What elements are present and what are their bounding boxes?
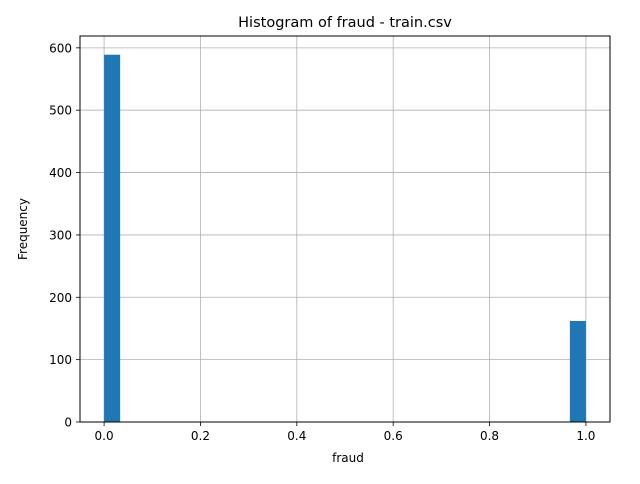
x-tick-label: 0.8: [480, 429, 499, 443]
chart-title: Histogram of fraud - train.csv: [238, 15, 452, 31]
histogram-bar: [104, 54, 121, 423]
x-tick-label: 1.0: [576, 429, 595, 443]
x-axis-label: fraud: [332, 451, 364, 465]
y-axis-ticks: 0 100 200 300 400 500 600: [49, 41, 80, 430]
histogram-bars: [104, 54, 586, 423]
y-axis-label: Frequency: [16, 198, 30, 260]
x-tick-label: 0.6: [384, 429, 403, 443]
x-tick-label: 0.2: [191, 429, 210, 443]
x-tick-label: 0.0: [95, 429, 114, 443]
y-tick-label: 300: [49, 228, 72, 242]
y-tick-label: 200: [49, 291, 72, 305]
axes-frame: [79, 35, 611, 423]
histogram-bar: [569, 320, 586, 422]
y-tick-label: 100: [49, 353, 72, 367]
y-tick-label: 600: [49, 41, 72, 55]
y-tick-label: 400: [49, 166, 72, 180]
x-axis-ticks: 0.0 0.2 0.4 0.6 0.8 1.0: [95, 422, 595, 443]
x-tick-label: 0.4: [287, 429, 306, 443]
grid-lines: [80, 36, 610, 423]
y-tick-label: 500: [49, 104, 72, 118]
y-tick-label: 0: [64, 416, 72, 430]
